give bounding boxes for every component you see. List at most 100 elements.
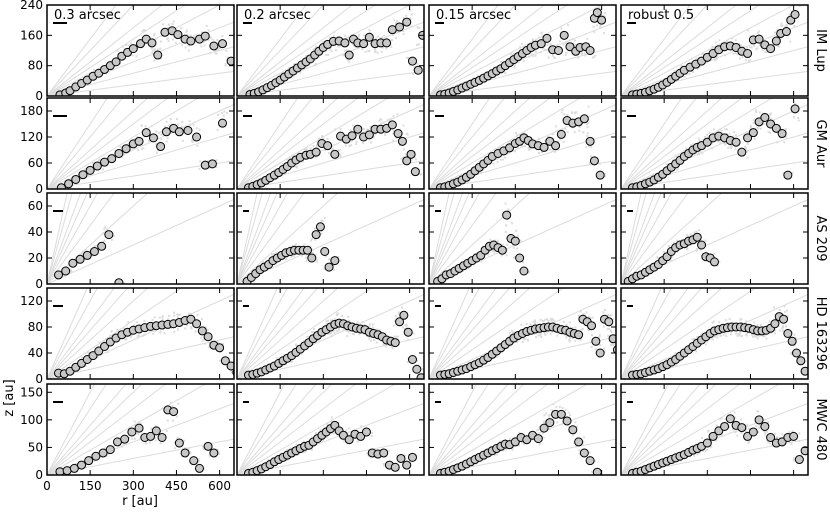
background-point [608,314,611,317]
data-point [402,156,412,166]
background-point [133,324,136,327]
guide-line [237,384,286,475]
data-point [743,49,753,59]
y-tick-label: 40 [28,346,43,360]
background-point [365,452,368,455]
data-point [395,22,405,32]
guide-line [47,70,234,96]
background-point [323,148,326,151]
background-point [786,309,789,312]
background-point [497,239,500,242]
background-point [578,129,581,132]
background-point [144,333,147,336]
background-point [368,49,371,52]
background-point [326,423,329,426]
background-point [334,317,337,320]
background-point [475,252,478,255]
background-point [565,323,568,326]
background-point [82,250,85,253]
background-point [544,332,547,335]
background-point [208,454,211,457]
guide-line [237,384,333,475]
background-point [373,47,376,50]
background-point [205,24,208,27]
y-tick-label: 160 [20,28,43,42]
background-point [592,56,595,59]
background-point [491,250,494,253]
background-point [711,45,714,48]
background-point [711,321,714,324]
background-point [337,327,340,330]
guide-line [429,384,549,475]
background-point [150,47,153,50]
guide-line [621,193,689,284]
background-point [347,315,350,318]
background-point [314,64,317,67]
background-point [144,441,147,444]
data-point [311,230,321,240]
guide-line [237,384,297,475]
data-point [56,183,66,189]
data-point [604,317,614,327]
data-point [111,57,121,67]
background-point [177,328,180,331]
background-point [202,447,205,450]
data-point [379,448,389,458]
data-point [84,456,94,466]
background-point [93,245,96,248]
background-point [433,374,436,377]
background-point [201,339,204,342]
guide-line [429,193,480,284]
panel-frame [46,4,235,97]
data-point [585,46,595,55]
data-point [395,317,405,327]
y-tick-label: 50 [28,440,43,454]
guide-line [621,193,662,284]
background-point [133,420,136,423]
background-point [577,314,580,317]
background-point [609,344,612,347]
y-tick-label: 120 [20,294,43,308]
background-point [152,329,155,332]
background-point [773,306,776,309]
background-point [119,145,122,148]
background-point [532,320,535,323]
background-point [743,145,746,148]
guide-line [47,288,149,379]
data-point [203,441,213,451]
y-tick-label: 0 [35,277,43,291]
background-point [740,317,743,320]
background-point [571,327,574,330]
background-point [509,139,512,142]
background-point [402,124,405,127]
background-point [685,147,688,150]
background-point [697,229,700,232]
guide-line [429,288,480,379]
background-point [196,314,199,317]
background-point [414,158,417,161]
background-point [621,280,624,283]
background-point [333,332,336,335]
background-point [342,440,345,443]
guide-line [621,288,703,379]
background-point [371,323,374,326]
panel-plot-area [47,288,234,379]
panel-plot-area [621,288,808,379]
y-tick-label: 100 [20,413,43,427]
guide-line [47,384,167,475]
background-point [586,37,589,40]
background-point [342,328,345,331]
background-point [134,423,137,426]
background-point [413,72,416,75]
panel-plot-area [621,193,808,284]
background-point [293,255,296,258]
background-point [267,459,270,462]
background-point [349,129,352,132]
background-point [144,29,147,32]
background-point [506,244,509,247]
guide-line [47,384,96,475]
background-point [201,31,204,34]
background-point [63,274,66,277]
background-point [546,318,549,321]
background-point [745,332,748,335]
